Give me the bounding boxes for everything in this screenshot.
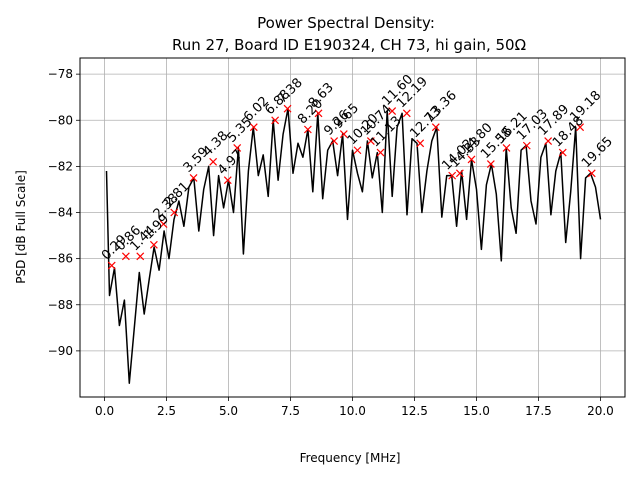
peak-marker [467,155,476,164]
peak-marker [249,123,258,132]
peak-marker [522,141,531,150]
psd-line [105,107,602,384]
peak-marker [189,173,198,182]
y-tick-label: −90 [48,344,73,358]
peak-marker [121,252,130,261]
x-tick-label: 7.5 [281,404,300,418]
x-tick-label: 2.5 [157,404,176,418]
peak-marker [448,171,457,180]
y-tick-label: −80 [48,113,73,127]
peak-marker [587,169,596,178]
peak-marker [455,169,464,178]
peak-marker [402,109,411,118]
peak-marker [502,144,511,152]
peak-marker [233,144,242,152]
x-axis-label: Frequency [MHz] [300,451,401,465]
peak-marker [107,261,116,270]
y-axis-label: PSD [dB Full Scale] [14,170,28,284]
psd-line-layer [105,107,602,384]
peak-marker [149,240,158,249]
y-tick-label: −84 [48,206,73,220]
x-tick-label: 20.0 [587,404,614,418]
chart-title: Power Spectral Density: [257,14,435,32]
x-tick-label: 5.0 [219,404,238,418]
peak-marker [303,125,312,134]
x-tick-label: 10.0 [339,404,366,418]
peak-marker [388,107,397,115]
peak-label: 19.65 [579,134,616,171]
peak-marker [544,137,553,145]
peak-marker [271,116,280,125]
peak-label: 4.97 [215,147,246,178]
x-tick-label: 17.5 [525,404,552,418]
y-tick-label: −78 [48,67,73,81]
y-tick-label: −82 [48,159,73,173]
peak-marker [353,146,362,155]
peak-marker [416,139,425,148]
peak-marker [576,123,585,132]
peak-marker [209,157,218,166]
peak-marker [314,109,323,118]
peak-marker [136,252,145,261]
y-tick-label: −86 [48,252,73,266]
peak-marker [339,130,348,139]
peak-marker [366,137,375,145]
peak-marker [223,176,232,185]
chart-subtitle: Run 27, Board ID E190324, CH 73, hi gain… [172,36,526,54]
peak-marker [431,123,440,132]
x-axis-ticks: 0.0 2.5 5.0 7.5 10.0 12.5 15.0 17.5 20.0 [95,397,614,418]
peak-marker [170,208,179,217]
peak-label: 19.18 [567,88,604,125]
y-tick-label: −88 [48,298,73,312]
peak-marker [376,148,385,157]
peak-marker [486,160,495,169]
x-tick-label: 12.5 [401,404,428,418]
peak-label: 13.36 [423,88,460,125]
x-tick-label: 0.0 [95,404,114,418]
peak-marker [558,148,567,157]
peak-markers [107,104,596,270]
x-tick-label: 15.0 [463,404,490,418]
peak-marker [283,104,292,113]
peak-marker [330,137,339,145]
peak-marker [159,220,168,228]
y-axis-ticks: −90 −88 −86 −84 −82 −80 −78 [48,67,80,358]
